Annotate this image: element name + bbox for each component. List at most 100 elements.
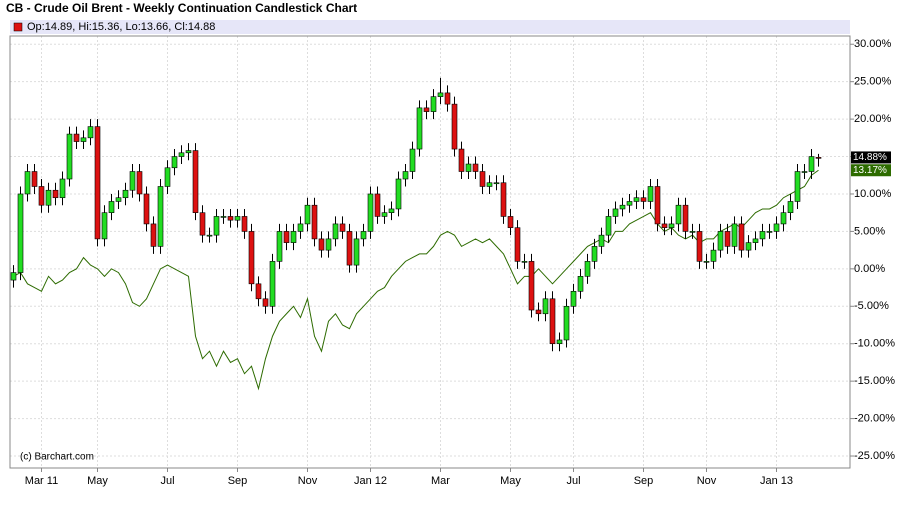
candle-body <box>521 261 528 263</box>
candle-body <box>409 148 416 172</box>
candle-body <box>332 223 339 240</box>
y-tick-label: 20.00% <box>854 113 892 125</box>
candle-body <box>675 204 682 225</box>
candle-body <box>493 182 500 185</box>
candle-body <box>423 107 430 112</box>
candle-body <box>514 227 521 262</box>
candle-body <box>458 148 465 172</box>
comparison-badge <box>851 164 891 177</box>
candle-body <box>38 186 45 206</box>
candle-body <box>542 298 549 315</box>
candle-body <box>129 171 136 191</box>
candle-body <box>80 137 87 142</box>
candle-body <box>367 193 374 232</box>
y-tick-label: 10.00% <box>854 188 892 200</box>
candle-body <box>381 212 388 217</box>
candle-body <box>731 223 738 247</box>
candle-body <box>640 197 647 202</box>
candle-body <box>241 216 248 232</box>
last-label: 14.88% <box>853 152 887 163</box>
candle-body <box>500 182 507 217</box>
candle-body <box>598 234 605 247</box>
candle-body <box>213 216 220 236</box>
candle-body <box>171 156 178 169</box>
candle-body <box>45 189 52 206</box>
candle-body <box>535 309 542 315</box>
candle-body <box>164 167 171 187</box>
candle-body <box>465 163 472 172</box>
legend-swatch <box>13 22 23 32</box>
x-tick-label: May <box>87 475 108 487</box>
candle-body <box>668 223 675 228</box>
candle-body <box>262 298 269 307</box>
candle-body <box>360 231 367 240</box>
candle-body <box>150 223 157 247</box>
candle-body <box>647 186 654 202</box>
candle-body <box>745 242 752 251</box>
candle-body <box>444 92 451 105</box>
candle-body <box>696 231 703 262</box>
candle-body <box>619 204 626 210</box>
candle-body <box>808 156 815 172</box>
x-tick-label: Sep <box>634 475 654 487</box>
candle-body <box>283 231 290 243</box>
candle-body <box>773 223 780 232</box>
candle-body <box>318 238 325 251</box>
candle-body <box>31 171 38 187</box>
candle-body <box>87 126 94 139</box>
credit: (c) Barchart.com <box>20 452 94 463</box>
candle-body <box>185 150 192 154</box>
candle-body <box>577 276 584 292</box>
candle-body <box>549 298 556 345</box>
legend-bar <box>10 20 850 34</box>
y-tick-label: -25.00% <box>854 450 895 462</box>
candle-body <box>416 107 423 150</box>
candle-body <box>654 186 661 225</box>
x-tick-label: May <box>500 475 521 487</box>
candle-body <box>276 231 283 262</box>
candle-body <box>10 272 17 281</box>
candle-body <box>724 231 731 247</box>
candle-body <box>234 216 241 221</box>
candle-body <box>115 197 122 202</box>
candle-body <box>339 223 346 232</box>
candle-body <box>178 152 185 157</box>
candle-body <box>472 163 479 172</box>
candle-body <box>612 208 619 217</box>
candle-body <box>248 231 255 285</box>
legend-text: Op:14.89, Hi:15.36, Lo:13.66, Cl:14.88 <box>27 21 215 33</box>
y-tick-label: 25.00% <box>854 76 892 88</box>
candle-body <box>255 283 262 300</box>
x-tick-label: Sep <box>228 475 248 487</box>
x-tick-label: Jan 12 <box>354 475 387 487</box>
candle-body <box>136 171 143 195</box>
x-tick-label: Jul <box>566 475 580 487</box>
marks <box>10 77 822 391</box>
candle-body <box>766 231 773 233</box>
candle-body <box>374 193 381 217</box>
candle-body <box>717 231 724 251</box>
candle-body <box>794 171 801 202</box>
candle-body <box>605 216 612 236</box>
candle-body <box>591 246 598 262</box>
candle-body <box>626 201 633 206</box>
x-tick-label: Mar <box>431 475 450 487</box>
candle-body <box>199 212 206 236</box>
x-tick-label: Jul <box>160 475 174 487</box>
candle-body <box>311 204 318 240</box>
candle-body <box>73 133 80 142</box>
candle-body <box>227 216 234 221</box>
candle-body <box>290 231 297 243</box>
chart-title: CB - Crude Oil Brent - Weekly Continuati… <box>6 1 357 15</box>
candle-body <box>759 231 766 240</box>
x-tick-label: Jan 13 <box>760 475 793 487</box>
candle-body <box>346 231 353 266</box>
candle-body <box>395 178 402 210</box>
y-tick-label: -20.00% <box>854 412 895 424</box>
candle-body <box>787 201 794 213</box>
candle-body <box>682 204 689 232</box>
candle-body <box>801 171 808 173</box>
candle-body <box>661 223 668 228</box>
candle-body <box>780 212 787 225</box>
